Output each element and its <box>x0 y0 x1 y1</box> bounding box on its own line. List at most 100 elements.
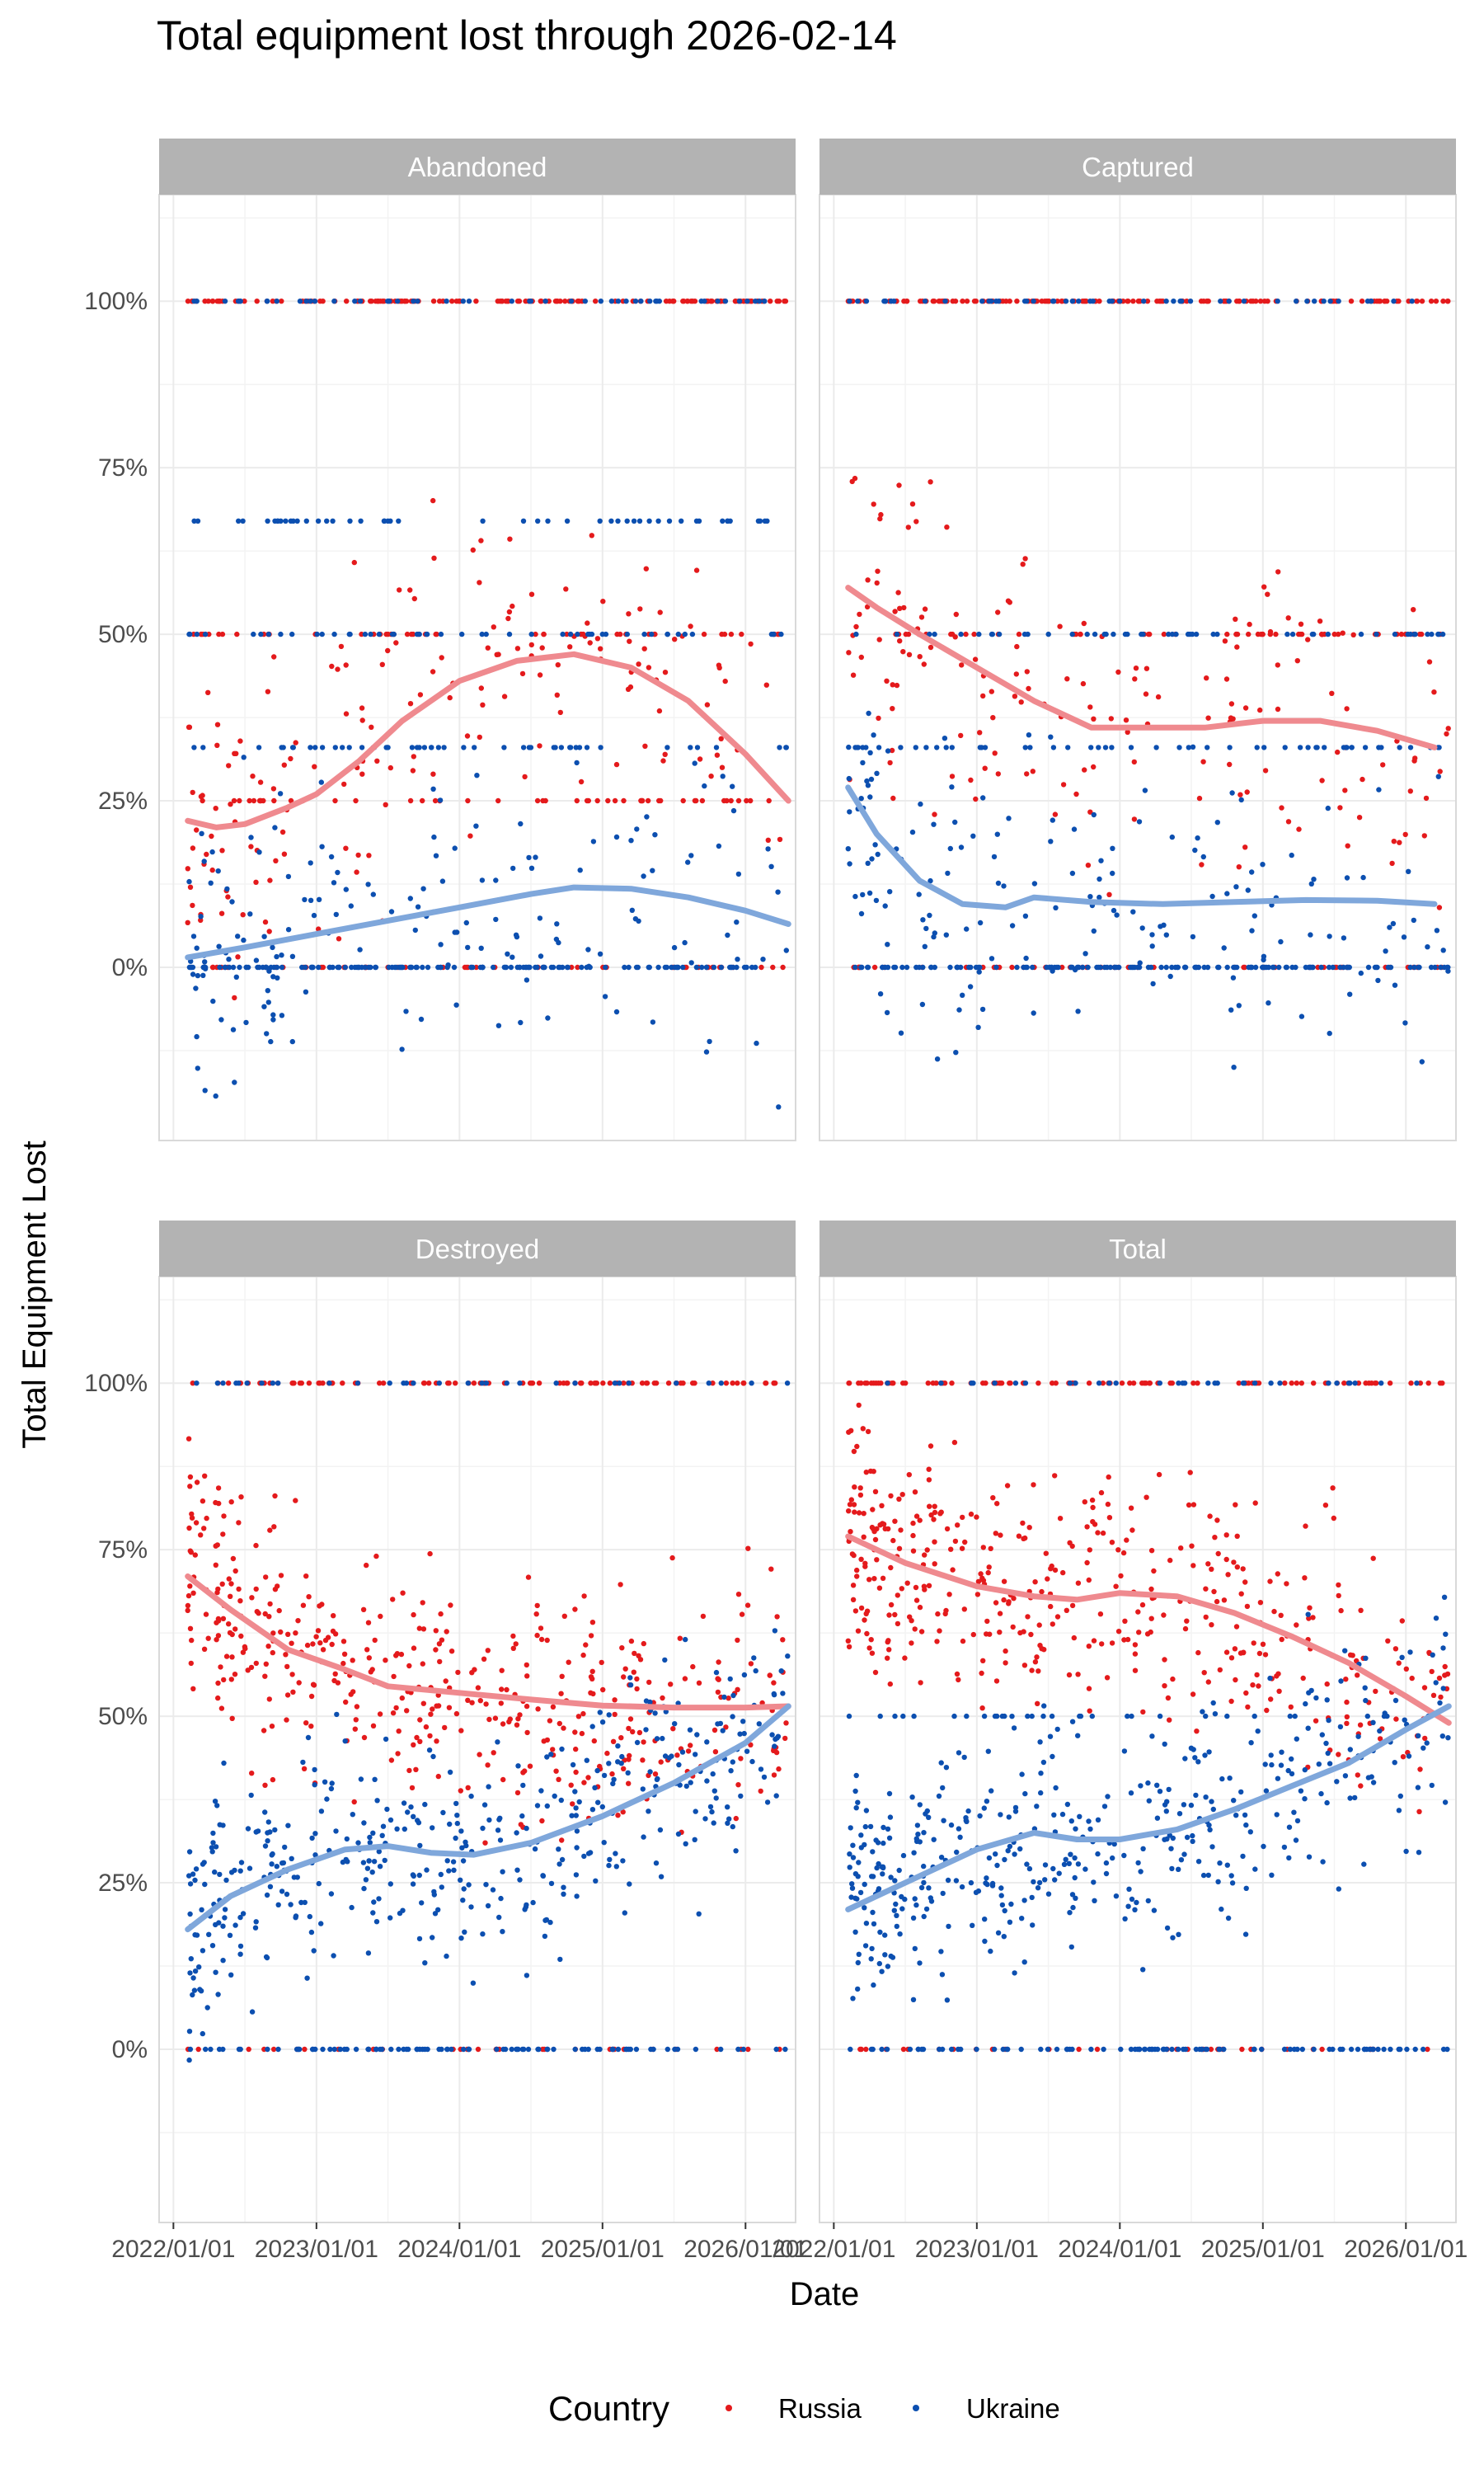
data-point-ukraine <box>497 1837 504 1843</box>
data-point-russia <box>385 647 391 654</box>
data-point-ukraine <box>548 1752 554 1757</box>
data-point-ukraine <box>1075 1861 1082 1867</box>
data-point-ukraine <box>188 1956 194 1962</box>
data-point-ukraine <box>1442 1799 1449 1805</box>
data-point-russia <box>870 1507 876 1512</box>
data-point-ukraine <box>561 1891 566 1897</box>
data-point-russia <box>899 1492 905 1498</box>
data-point-russia <box>1082 767 1087 773</box>
data-point-ukraine <box>496 1914 502 1921</box>
data-point-ukraine <box>676 1761 682 1768</box>
data-point-russia <box>364 1647 370 1653</box>
data-point-ukraine <box>1231 964 1237 971</box>
data-point-ukraine <box>974 2046 979 2053</box>
legend-russia-label: Russia <box>778 2393 862 2424</box>
data-point-russia <box>918 614 925 620</box>
data-point-ukraine <box>1008 1901 1014 1907</box>
data-point-ukraine <box>1308 964 1315 971</box>
data-point-ukraine <box>1219 1906 1224 1912</box>
data-point-ukraine <box>641 1834 646 1840</box>
data-point-ukraine <box>424 1867 430 1873</box>
data-point-russia <box>626 1757 632 1762</box>
data-point-russia <box>852 1509 857 1515</box>
data-point-russia <box>385 631 391 637</box>
data-point-russia <box>1303 1523 1308 1529</box>
data-point-ukraine <box>558 745 565 750</box>
data-point-russia <box>646 1679 652 1686</box>
data-point-ukraine <box>201 858 207 864</box>
data-point-ukraine <box>1175 2046 1181 2053</box>
data-point-russia <box>1258 631 1264 637</box>
data-point-russia <box>708 299 714 304</box>
data-point-ukraine <box>504 1380 510 1386</box>
data-point-ukraine <box>216 1920 222 1926</box>
data-point-russia <box>1317 618 1323 624</box>
data-point-ukraine <box>1050 1753 1055 1760</box>
legend-ukraine-marker <box>913 2405 919 2411</box>
data-point-ukraine <box>567 631 574 637</box>
data-point-ukraine <box>740 2046 746 2053</box>
data-point-russia <box>561 1380 566 1386</box>
data-point-russia <box>438 1611 444 1617</box>
data-point-russia <box>600 1380 606 1386</box>
data-point-ukraine <box>1114 912 1120 918</box>
data-point-ukraine <box>460 1858 467 1864</box>
data-point-ukraine <box>502 964 508 971</box>
data-point-russia <box>295 1618 301 1624</box>
data-point-russia <box>1360 776 1365 783</box>
panel-background <box>158 1276 796 2223</box>
data-point-ukraine <box>1337 964 1343 971</box>
data-point-russia <box>1373 1688 1378 1695</box>
data-point-ukraine <box>187 631 193 637</box>
data-point-russia <box>869 1650 876 1656</box>
data-point-ukraine <box>376 1849 382 1855</box>
data-point-ukraine <box>1017 1846 1023 1852</box>
data-point-ukraine <box>222 1915 228 1921</box>
data-point-russia <box>281 851 288 857</box>
data-point-russia <box>580 1710 586 1717</box>
data-point-russia <box>1161 1612 1167 1618</box>
data-point-russia <box>253 1660 259 1667</box>
data-point-russia <box>913 1597 920 1603</box>
data-point-russia <box>1298 621 1304 627</box>
data-point-russia <box>718 736 724 741</box>
data-point-russia <box>748 641 754 647</box>
data-point-ukraine <box>1069 1719 1076 1724</box>
data-point-ukraine <box>910 1997 917 2002</box>
data-point-russia <box>1100 1530 1106 1536</box>
data-point-russia <box>446 1705 453 1710</box>
data-point-ukraine <box>989 1883 996 1888</box>
data-point-russia <box>366 853 372 858</box>
data-point-ukraine <box>920 964 926 971</box>
data-point-ukraine <box>718 964 725 971</box>
data-point-russia <box>262 1611 268 1617</box>
data-point-ukraine <box>682 631 688 637</box>
y-tick-label: 75% <box>98 1536 148 1564</box>
data-point-ukraine <box>370 891 376 897</box>
data-point-ukraine <box>454 1813 460 1818</box>
data-point-russia <box>271 797 277 804</box>
data-point-russia <box>413 1766 419 1772</box>
data-point-ukraine <box>1412 2046 1418 2053</box>
data-point-ukraine <box>1242 1812 1248 1818</box>
data-point-russia <box>186 1525 192 1531</box>
data-point-russia <box>942 1380 948 1386</box>
data-point-ukraine <box>623 299 629 304</box>
data-point-russia <box>430 669 436 675</box>
data-point-russia <box>730 1380 735 1386</box>
data-point-ukraine <box>1318 964 1324 971</box>
data-point-ukraine <box>437 797 444 803</box>
data-point-russia <box>1082 1499 1088 1505</box>
data-point-ukraine <box>1281 1844 1288 1851</box>
data-point-ukraine <box>213 1969 218 1975</box>
x-tick-label: 2022/01/01 <box>772 2236 895 2263</box>
data-point-ukraine <box>590 839 597 844</box>
data-point-ukraine <box>1241 299 1247 304</box>
data-point-russia <box>1144 1494 1149 1500</box>
data-point-russia <box>678 1380 683 1386</box>
data-point-ukraine <box>926 1885 932 1891</box>
data-point-ukraine <box>611 1776 617 1782</box>
data-point-ukraine <box>1166 631 1172 637</box>
data-point-russia <box>561 1725 566 1731</box>
data-point-ukraine <box>872 842 878 848</box>
